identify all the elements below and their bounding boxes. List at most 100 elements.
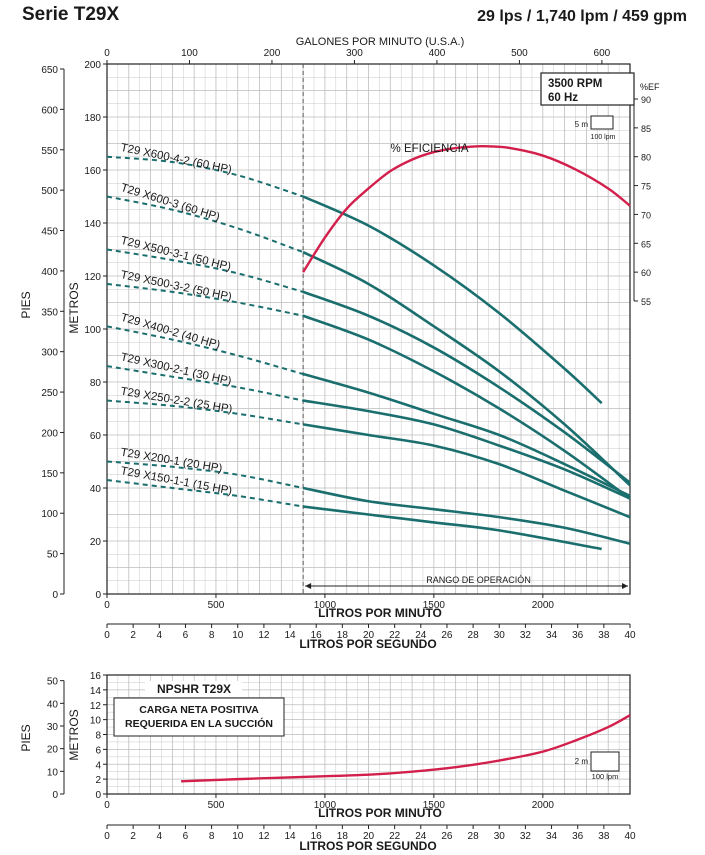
x2-tick-label: 30	[494, 630, 506, 641]
npsh-y-tick-label: 0	[95, 790, 101, 801]
pump-curve-dashed-5	[106, 365, 304, 402]
top-tick-label: 600	[594, 48, 611, 59]
x2-tick-label: 26	[441, 630, 453, 641]
y-left-tick-label: 0	[52, 590, 58, 601]
y-left-tick-label: 350	[41, 307, 58, 318]
npsh-x2-tick-label: 28	[468, 831, 480, 842]
x2-tick-label: 4	[157, 630, 163, 641]
x-axis-label: LITROS POR MINUTO	[318, 606, 442, 620]
npsh-x2-tick-label: 30	[494, 831, 506, 842]
npsh-y-tick-label: 8	[95, 731, 101, 742]
npsh-x2-tick-label: 2	[130, 831, 136, 842]
top-tick-label: 200	[264, 48, 281, 59]
npsh-x2-tick-label: 4	[157, 831, 163, 842]
npsh-x2-tick-label: 32	[520, 831, 532, 842]
pump-curve-7	[302, 486, 631, 545]
pump-curve-0	[302, 195, 603, 405]
pump-curve-3	[302, 314, 631, 500]
y-right-tick-label: 80	[641, 153, 651, 163]
pump-curve-5	[302, 399, 631, 500]
page-title: Serie T29X	[22, 4, 120, 25]
x2-tick-label: 2	[130, 630, 136, 641]
y-right-tick-label: 85	[641, 124, 651, 134]
npsh-y-left-tick-label: 40	[47, 699, 59, 710]
npshr-curve	[181, 714, 631, 783]
top-tick-label: 500	[511, 48, 528, 59]
npsh-x2-tick-label: 10	[232, 831, 244, 842]
x2-tick-label: 28	[468, 630, 480, 641]
pump-curve-dashed-0	[106, 155, 304, 198]
npsh-scale-box-y-label: 2 m	[575, 757, 589, 766]
npsh-x-tick-label: 0	[104, 800, 110, 811]
npsh-y-tick-label: 6	[95, 745, 101, 756]
x-tick-label: 1000	[314, 600, 337, 611]
x2-tick-label: 20	[363, 630, 375, 641]
y-left-tick-label: 300	[41, 348, 58, 359]
npsh-x2-tick-label: 16	[311, 831, 323, 842]
x2-tick-label: 40	[624, 630, 636, 641]
y-left-tick-label: 100	[41, 509, 58, 520]
y-tick-label: 120	[84, 272, 101, 283]
y-tick-label: 200	[84, 60, 101, 71]
npsh-x2-tick-label: 20	[363, 831, 375, 842]
y-tick-label: 140	[84, 219, 101, 230]
y-tick-label: 100	[84, 325, 101, 336]
npsh-y-axis-label: METROS	[67, 709, 81, 760]
y-tick-label: 80	[90, 378, 102, 389]
npsh-scale-box-x-label: 100 lpm	[592, 772, 619, 781]
pump-curve-dashed-1	[106, 195, 304, 254]
y-left-tick-label: 450	[41, 227, 58, 238]
pump-curve-4	[302, 372, 631, 498]
y-left-tick-label: 500	[41, 186, 58, 197]
y-right-tick-label: 65	[641, 239, 651, 249]
pump-curve-dashed-2	[106, 248, 304, 293]
npsh-title-bg	[145, 681, 242, 697]
npsh-description-box	[113, 697, 285, 737]
npsh-x2-tick-label: 8	[209, 831, 215, 842]
y-axis-label: METROS	[67, 282, 81, 333]
x2-tick-label: 6	[183, 630, 189, 641]
rpm-box	[540, 72, 635, 106]
npsh-x2-tick-label: 0	[104, 831, 110, 842]
pump-curve-dashed-6	[106, 399, 304, 426]
y-right-tick-label: 55	[641, 297, 651, 307]
npsh-y-left-tick-label: 50	[47, 677, 59, 688]
capacity-subtitle: 29 lps / 1,740 lpm / 459 gpm	[477, 8, 687, 25]
x2-tick-label: 16	[311, 630, 323, 641]
npsh-x-tick-label: 1500	[423, 800, 446, 811]
arrow-head-left	[305, 583, 312, 589]
npsh-x-tick-label: 1000	[314, 800, 337, 811]
npsh-y-left-tick-label: 30	[47, 722, 59, 733]
top-tick-label: 300	[346, 48, 363, 59]
x2-tick-label: 36	[572, 630, 584, 641]
npsh-y-left-tick-label: 20	[47, 745, 59, 756]
pump-curve-dashed-4	[106, 325, 304, 376]
x2-tick-label: 8	[209, 630, 215, 641]
x2-axis-label: LITROS POR SEGUNDO	[299, 637, 436, 651]
npsh-y-tick-label: 16	[90, 671, 102, 682]
scale-box-x-label: 100 lpm	[591, 134, 616, 141]
y-left-tick-label: 250	[41, 388, 58, 399]
npsh-y-tick-label: 10	[90, 716, 102, 727]
pump-curve-6	[302, 423, 631, 519]
y-tick-label: 40	[90, 484, 102, 495]
x2-tick-label: 32	[520, 630, 532, 641]
npsh-y-tick-label: 4	[95, 760, 101, 771]
npsh-x2-tick-label: 24	[415, 831, 427, 842]
npsh-x2-tick-label: 12	[258, 831, 270, 842]
npsh-x2-tick-label: 26	[441, 831, 453, 842]
npsh-x2-axis-label: LITROS POR SEGUNDO	[299, 839, 436, 853]
pump-curve-dashed-8	[106, 479, 304, 508]
npsh-x2-tick-label: 22	[389, 831, 401, 842]
y-right-tick-label: 75	[641, 182, 651, 192]
npsh-y-left-tick-label: 0	[52, 790, 58, 801]
y-left-tick-label: 150	[41, 469, 58, 480]
npsh-scale-box	[590, 751, 620, 772]
x2-tick-label: 0	[104, 630, 110, 641]
x-tick-label: 0	[104, 600, 110, 611]
npsh-x2-tick-label: 34	[546, 831, 558, 842]
top-tick-label: 100	[181, 48, 198, 59]
y-left-tick-label: 600	[41, 105, 58, 116]
scale-box	[590, 115, 614, 130]
y-left-tick-label: 400	[41, 267, 58, 278]
